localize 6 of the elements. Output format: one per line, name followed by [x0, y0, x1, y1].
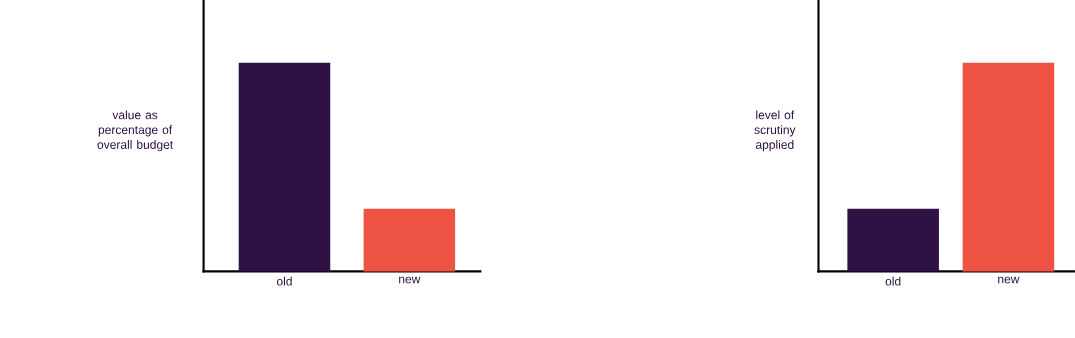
- y-axis-title: value as percentage of overall budget: [97, 110, 174, 152]
- x-tick-label: old: [885, 276, 901, 286]
- x-tick-label: old: [276, 276, 292, 286]
- x-tick-label: new: [998, 276, 1020, 284]
- y-axis-title: level of scrutiny applied: [754, 110, 796, 152]
- x-tick-label: new: [399, 276, 421, 284]
